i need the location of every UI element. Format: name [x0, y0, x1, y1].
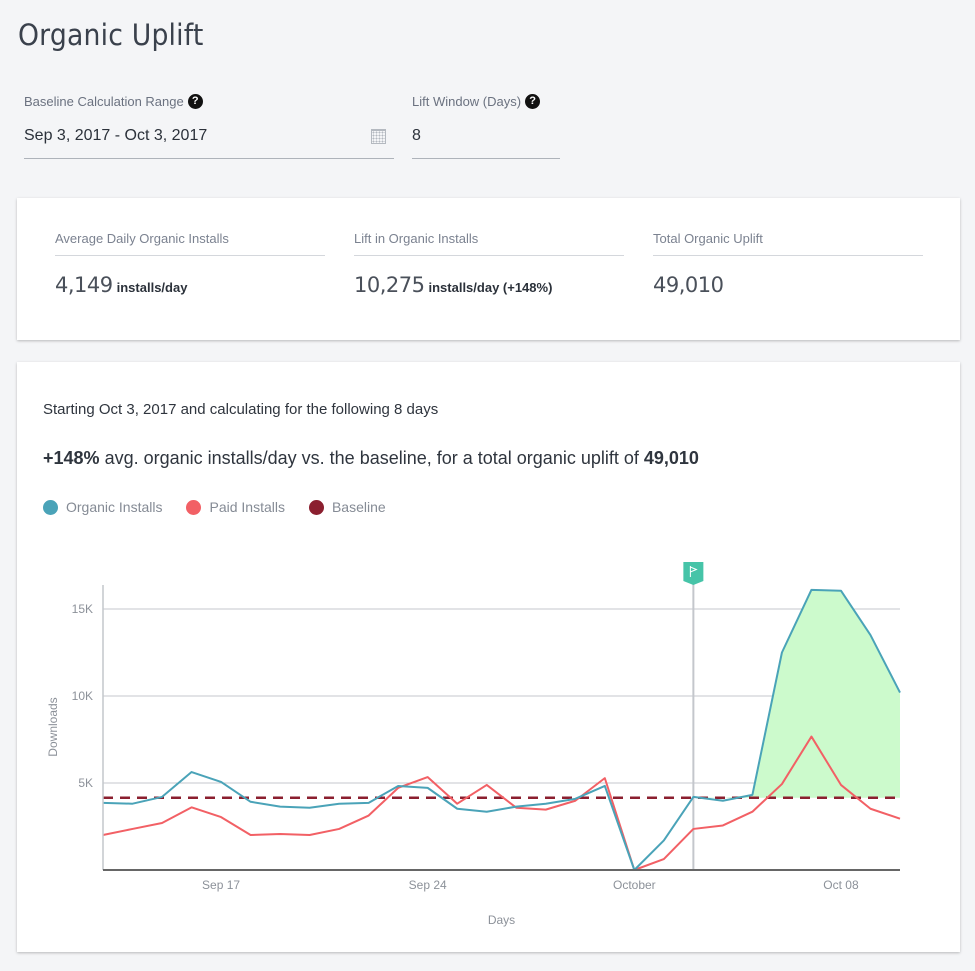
lift-window-input[interactable]: 8 — [412, 127, 560, 159]
metric-total-uplift: Total Organic Uplift 49,010 — [653, 198, 923, 298]
calendar-icon[interactable] — [371, 128, 386, 144]
summary-total: 49,010 — [643, 448, 699, 468]
legend-item-paid[interactable]: Paid Installs — [186, 499, 285, 515]
metric-value: 4,149 — [55, 273, 113, 297]
lift-window-value: 8 — [412, 127, 421, 144]
metric-unit: installs/day (+148%) — [428, 280, 553, 295]
baseline-range-field: Baseline Calculation Range ? Sep 3, 2017… — [24, 94, 394, 159]
metric-avg-daily: Average Daily Organic Installs 4,149 inst… — [55, 198, 325, 298]
chart-subtitle: Starting Oct 3, 2017 and calculating for… — [43, 401, 439, 418]
chart-legend: Organic Installs Paid Installs Baseline — [43, 499, 386, 515]
lift-window-field: Lift Window (Days) ? 8 — [412, 94, 560, 159]
legend-label: Paid Installs — [209, 499, 285, 515]
legend-dot-icon — [43, 499, 58, 515]
legend-item-organic[interactable]: Organic Installs — [43, 499, 162, 515]
metric-label: Total Organic Uplift — [653, 198, 923, 256]
legend-dot-icon — [186, 499, 202, 515]
summary-text: avg. organic installs/day vs. the baseli… — [99, 448, 644, 468]
baseline-range-value: Sep 3, 2017 - Oct 3, 2017 — [24, 127, 208, 144]
metric-value: 10,275 — [354, 273, 425, 297]
metrics-card: Average Daily Organic Installs 4,149 inst… — [17, 198, 960, 340]
legend-label: Baseline — [331, 499, 386, 515]
metric-label: Average Daily Organic Installs — [55, 198, 325, 256]
chart-summary: +148% avg. organic installs/day vs. the … — [43, 448, 699, 469]
metric-unit: installs/day — [116, 280, 188, 295]
metric-lift: Lift in Organic Installs 10,275 installs/… — [354, 198, 624, 298]
chart-card: Starting Oct 3, 2017 and calculating for… — [17, 362, 960, 952]
help-icon[interactable]: ? — [525, 94, 541, 109]
legend-item-baseline[interactable]: Baseline — [308, 499, 386, 515]
lift-window-label: Lift Window (Days) — [412, 94, 522, 109]
metric-label: Lift in Organic Installs — [354, 198, 624, 256]
help-icon[interactable]: ? — [187, 94, 203, 109]
page-title: Organic Uplift — [18, 18, 204, 52]
legend-dot-icon — [308, 499, 324, 515]
baseline-range-label: Baseline Calculation Range — [24, 94, 184, 109]
summary-pct: +148% — [43, 448, 100, 468]
legend-label: Organic Installs — [66, 499, 163, 515]
baseline-range-input[interactable]: Sep 3, 2017 - Oct 3, 2017 — [24, 127, 394, 159]
metric-value: 49,010 — [653, 273, 724, 297]
